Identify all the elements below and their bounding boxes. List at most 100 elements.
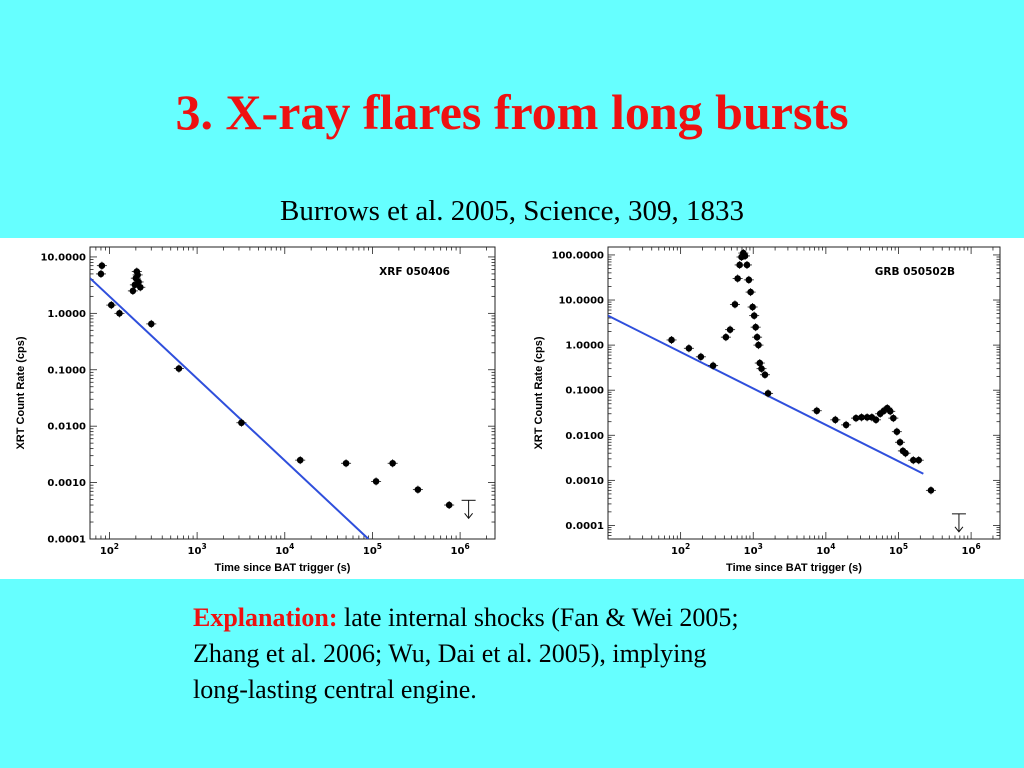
x-tick-label: 105 bbox=[889, 542, 908, 557]
y-axis-label: XRT Count Rate (cps) bbox=[533, 336, 545, 449]
data-point bbox=[296, 456, 304, 464]
data-point bbox=[372, 478, 380, 485]
data-point bbox=[731, 301, 739, 308]
data-point bbox=[741, 252, 749, 260]
x-tick-label: 103 bbox=[744, 542, 763, 557]
data-point bbox=[726, 326, 734, 333]
x-tick-label-base: 10 bbox=[962, 546, 976, 557]
x-tick-label-base: 10 bbox=[889, 546, 903, 557]
data-point bbox=[97, 270, 105, 278]
data-point bbox=[858, 414, 865, 421]
plot-content bbox=[608, 249, 966, 533]
data-point bbox=[342, 459, 350, 467]
y-tick-label: 0.0010 bbox=[565, 476, 604, 487]
x-tick-label-base: 10 bbox=[275, 546, 289, 557]
data-point bbox=[761, 371, 769, 379]
chart-grb-050502b: 102 103 104 105 106100.000010.00001.00000.10… bbox=[533, 246, 1001, 574]
upper-limit-arrow bbox=[954, 526, 964, 533]
data-point bbox=[750, 312, 758, 319]
x-tick-label: 104 bbox=[816, 542, 835, 557]
data-point bbox=[927, 487, 935, 494]
data-point bbox=[764, 390, 772, 397]
chart-label: GRB 050502B bbox=[875, 266, 955, 278]
data-point bbox=[414, 486, 422, 493]
data-point bbox=[147, 320, 155, 328]
data-point bbox=[137, 283, 144, 291]
data-point bbox=[755, 341, 762, 349]
plot-frame bbox=[89, 246, 496, 540]
data-point bbox=[915, 456, 923, 464]
data-point bbox=[747, 288, 754, 296]
data-point bbox=[734, 275, 741, 282]
data-point bbox=[743, 261, 751, 269]
data-point bbox=[108, 301, 115, 309]
data-point bbox=[896, 438, 904, 446]
data-point bbox=[685, 344, 693, 352]
x-tick-label-exponent: 2 bbox=[114, 542, 119, 551]
x-tick-label: 102 bbox=[100, 542, 119, 557]
y-tick-label: 1.0000 bbox=[565, 341, 604, 352]
explanation-line: late internal shocks (Fan & Wei 2005; bbox=[337, 603, 739, 632]
data-point bbox=[134, 271, 141, 279]
x-tick-label-exponent: 6 bbox=[464, 542, 469, 551]
data-point bbox=[736, 261, 743, 269]
data-point bbox=[749, 303, 756, 311]
data-point bbox=[238, 419, 245, 427]
x-tick-label-base: 10 bbox=[744, 546, 758, 557]
chart-xrf-050406: 102 103 104 105 10610.00001.00000.10000.0100… bbox=[15, 246, 496, 574]
x-tick-label-base: 10 bbox=[363, 546, 377, 557]
data-point bbox=[886, 408, 894, 415]
data-point bbox=[832, 416, 839, 424]
data-point bbox=[813, 407, 821, 415]
x-tick-label-exponent: 3 bbox=[201, 542, 206, 551]
x-tick-label: 102 bbox=[671, 542, 690, 557]
x-tick-label-exponent: 4 bbox=[289, 542, 294, 551]
x-tick-label-base: 10 bbox=[451, 546, 465, 557]
data-point bbox=[722, 333, 730, 341]
upper-limit-arrow bbox=[464, 512, 474, 520]
data-point bbox=[389, 459, 396, 467]
y-tick-label: 0.1000 bbox=[565, 386, 604, 397]
y-axis-label: XRT Count Rate (cps) bbox=[15, 336, 27, 449]
data-point bbox=[709, 362, 717, 369]
x-tick-label-exponent: 6 bbox=[975, 542, 980, 551]
x-tick-label-exponent: 5 bbox=[903, 542, 908, 551]
y-tick-label: 10.0000 bbox=[558, 296, 604, 307]
data-point bbox=[752, 323, 759, 331]
plot-content bbox=[90, 261, 476, 539]
reference-citation: Burrows et al. 2005, Science, 309, 1833 bbox=[280, 195, 744, 227]
data-point bbox=[745, 276, 753, 284]
data-point bbox=[756, 359, 764, 367]
data-point bbox=[175, 365, 183, 372]
y-tick-label: 0.0010 bbox=[47, 478, 86, 489]
y-tick-label: 10.0000 bbox=[40, 252, 86, 263]
explanation-line: Zhang et al. 2006; Wu, Dai et al. 2005),… bbox=[193, 639, 707, 668]
x-tick-label: 103 bbox=[188, 542, 207, 557]
x-tick-label-base: 10 bbox=[816, 546, 830, 557]
y-tick-label: 0.1000 bbox=[47, 365, 86, 376]
plot-frame bbox=[607, 246, 1001, 540]
explanation-line: long-lasting central engine. bbox=[193, 675, 477, 704]
data-point bbox=[445, 501, 453, 509]
data-point bbox=[842, 421, 850, 429]
x-tick-label-base: 10 bbox=[188, 546, 202, 557]
y-tick-label: 0.0001 bbox=[565, 521, 604, 532]
x-tick-label: 106 bbox=[451, 542, 470, 557]
y-tick-label: 100.0000 bbox=[551, 250, 604, 261]
data-point bbox=[872, 416, 880, 424]
x-tick-label: 104 bbox=[275, 542, 294, 557]
data-point bbox=[98, 262, 106, 269]
x-tick-label-exponent: 5 bbox=[377, 542, 382, 551]
x-tick-label-base: 10 bbox=[100, 546, 114, 557]
explanation-lead: Explanation: bbox=[193, 603, 338, 632]
x-tick-label-exponent: 2 bbox=[685, 542, 690, 551]
fit-line bbox=[90, 277, 370, 539]
y-tick-label: 0.0100 bbox=[565, 431, 604, 442]
data-point bbox=[116, 310, 123, 317]
data-point bbox=[697, 353, 705, 361]
chart-label: XRF 050406 bbox=[379, 266, 450, 278]
data-point bbox=[758, 365, 765, 372]
data-point bbox=[753, 333, 761, 341]
explanation-text: Explanation: late internal shocks (Fan &… bbox=[193, 600, 913, 708]
data-point bbox=[668, 336, 675, 344]
